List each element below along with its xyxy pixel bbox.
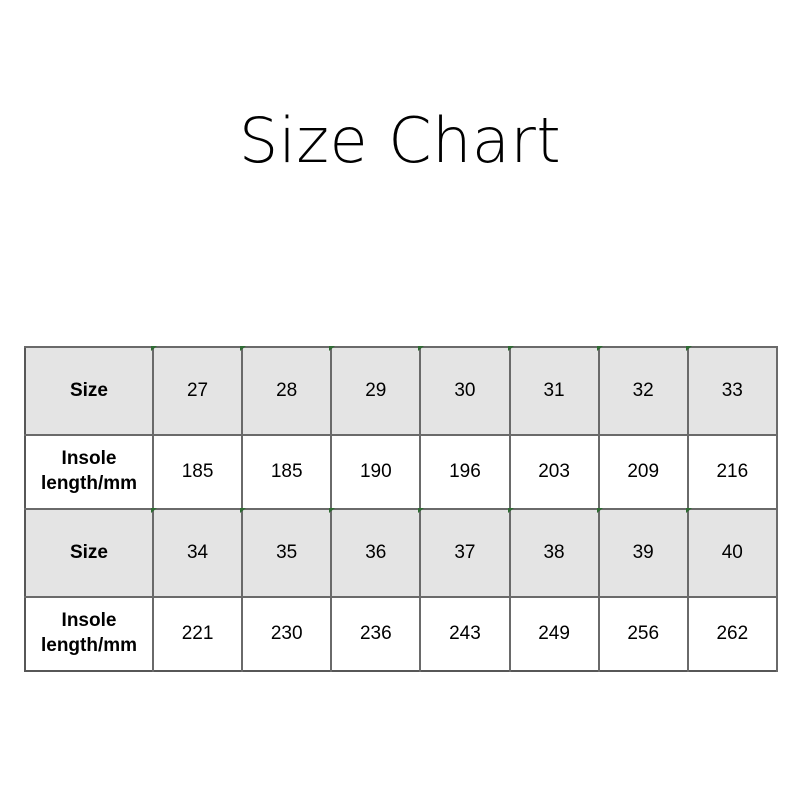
insole-value-cell: 256 [598, 596, 689, 672]
page-title: Size Chart [238, 104, 562, 177]
row-label-size: Size [24, 508, 154, 598]
size-table-body: Size 27 28 29 30 31 32 33 Insole length/mm 185 185… [24, 346, 778, 672]
size-value-cell: 39 [596, 508, 689, 598]
insole-value-cell: 221 [152, 596, 244, 672]
row-label-size: Size [24, 346, 154, 436]
size-value-cell: 27 [151, 346, 244, 436]
size-value-cell: 30 [418, 346, 511, 436]
insole-value-cell: 249 [508, 596, 600, 672]
table-row: Insole length/mm 221 230 236 243 249 256 262 [24, 596, 778, 672]
row-label-insole: Insole length/mm [24, 596, 154, 672]
row-label-insole: Insole length/mm [24, 434, 154, 510]
size-value-cell: 29 [329, 346, 422, 436]
size-value-cell: 38 [507, 508, 600, 598]
insole-value-cell: 185 [241, 434, 333, 510]
table-row: Size 34 35 36 37 38 39 40 [24, 508, 778, 598]
size-chart-table: Size 27 28 29 30 31 32 33 Insole length/mm 185 185… [24, 346, 778, 672]
size-value-cell: 37 [418, 508, 511, 598]
insole-value-cell: 185 [152, 434, 244, 510]
insole-value-cell: 209 [598, 434, 689, 510]
table-row: Size 27 28 29 30 31 32 33 [24, 346, 778, 436]
size-value-cell: 35 [240, 508, 333, 598]
size-table-container: Size 27 28 29 30 31 32 33 Insole length/mm 185 185… [24, 346, 778, 672]
insole-value-cell: 230 [241, 596, 333, 672]
size-value-cell: 33 [685, 346, 778, 436]
insole-value-cell: 203 [508, 434, 600, 510]
insole-value-cell: 190 [330, 434, 422, 510]
size-value-cell: 34 [151, 508, 244, 598]
insole-value-cell: 216 [687, 434, 778, 510]
insole-value-cell: 236 [330, 596, 422, 672]
insole-value-cell: 262 [687, 596, 778, 672]
size-value-cell: 40 [685, 508, 778, 598]
size-value-cell: 32 [596, 346, 689, 436]
insole-value-cell: 196 [419, 434, 511, 510]
insole-value-cell: 243 [419, 596, 511, 672]
table-row: Insole length/mm 185 185 190 196 203 209 216 [24, 434, 778, 510]
size-value-cell: 28 [240, 346, 333, 436]
size-value-cell: 36 [329, 508, 422, 598]
size-value-cell: 31 [507, 346, 600, 436]
